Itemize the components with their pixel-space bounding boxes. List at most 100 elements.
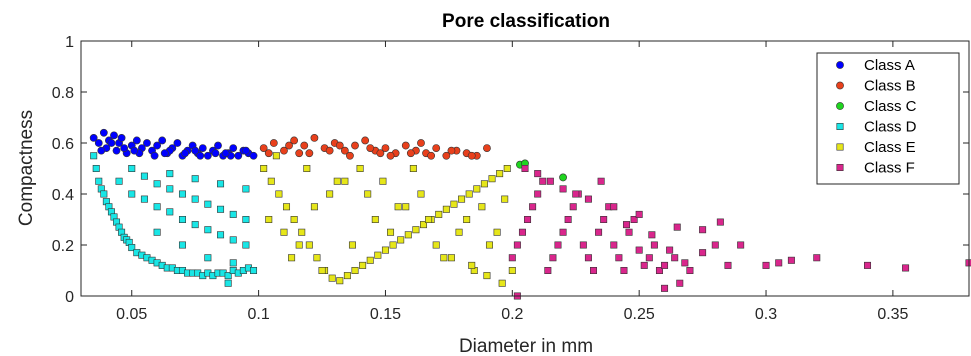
data-point-class-a	[191, 146, 200, 155]
data-point-class-b	[366, 144, 375, 152]
data-point-class-f	[699, 249, 707, 257]
x-tick-label: 0.1	[247, 306, 269, 323]
data-point-class-f	[716, 218, 724, 226]
chart-title: Pore classification	[442, 11, 610, 32]
data-point-class-d	[140, 172, 148, 180]
data-point-class-b	[432, 144, 441, 152]
data-point-class-e	[508, 266, 516, 274]
data-point-class-e	[305, 241, 313, 249]
data-point-class-e	[364, 190, 372, 198]
data-point-class-f	[630, 216, 638, 224]
data-point-class-e	[425, 216, 433, 224]
legend: Class A Class B Class C Class D Class E Class…	[816, 52, 960, 185]
data-point-class-f	[546, 177, 554, 185]
data-point-class-e	[283, 203, 291, 211]
data-point-class-f	[534, 190, 542, 198]
data-point-class-d	[115, 177, 123, 185]
x-tick-label: 0.05	[116, 306, 147, 323]
data-point-class-e	[328, 274, 336, 282]
data-point-class-b	[381, 144, 390, 152]
data-point-class-d	[178, 241, 186, 249]
x-tick-label: 0.35	[877, 306, 908, 323]
data-point-class-e	[280, 228, 288, 236]
plot-area-frame	[80, 40, 970, 297]
data-point-class-f	[600, 216, 608, 224]
data-point-class-f	[625, 228, 633, 236]
data-point-class-e	[420, 221, 428, 229]
x-axis-label: Diameter in mm	[459, 336, 593, 356]
data-point-class-f	[579, 241, 587, 249]
data-point-class-a	[198, 144, 207, 152]
data-point-class-e	[387, 228, 395, 236]
data-point-class-a	[229, 144, 238, 152]
data-point-class-f	[559, 185, 567, 193]
data-point-class-d	[128, 190, 136, 198]
data-point-class-e	[359, 261, 367, 269]
data-point-class-d	[166, 185, 174, 193]
data-point-class-f	[965, 259, 971, 267]
data-point-class-b	[406, 149, 415, 158]
data-point-class-e	[313, 254, 321, 262]
data-point-class-a	[249, 151, 258, 160]
data-point-class-e	[394, 203, 402, 211]
data-point-class-f	[597, 177, 605, 185]
data-point-class-a	[242, 146, 250, 155]
data-point-class-e	[478, 203, 486, 211]
data-point-class-e	[341, 177, 349, 185]
x-axis-ticks: 0.05 0.1 0.15 0.2 0.25 0.3 0.35	[116, 41, 909, 323]
data-point-class-f	[661, 284, 669, 292]
data-point-class-e	[412, 226, 420, 234]
data-point-class-f	[648, 231, 656, 239]
data-point-class-d	[217, 231, 225, 239]
data-point-class-e	[432, 241, 440, 249]
legend-marker-class-e	[836, 143, 844, 151]
series-class-a	[89, 128, 258, 160]
data-point-class-f	[676, 279, 684, 287]
data-point-class-a	[160, 149, 169, 158]
x-tick-label: 0.15	[370, 306, 401, 323]
data-point-class-e	[379, 177, 387, 185]
data-point-class-e	[288, 254, 296, 262]
data-point-class-e	[371, 216, 379, 224]
data-point-class-e	[381, 246, 389, 254]
data-point-class-b	[280, 146, 288, 155]
data-point-class-f	[699, 226, 707, 234]
data-point-class-f	[686, 266, 694, 274]
data-point-class-d	[204, 200, 212, 208]
data-point-class-a	[181, 149, 189, 158]
data-point-class-e	[458, 195, 466, 203]
data-point-class-d	[128, 165, 136, 173]
data-point-class-e	[348, 241, 356, 249]
data-point-class-d	[242, 216, 250, 224]
data-point-class-f	[534, 170, 542, 178]
series-class-f	[508, 165, 971, 300]
data-point-class-d	[128, 244, 136, 252]
series-class-d	[90, 152, 258, 287]
data-point-class-e	[310, 203, 318, 211]
data-point-class-d	[100, 190, 108, 198]
data-point-class-e	[333, 177, 341, 185]
data-point-class-b	[427, 151, 436, 160]
data-point-class-b	[361, 136, 370, 145]
data-point-class-d	[90, 152, 98, 160]
data-point-class-e	[417, 190, 425, 198]
data-point-class-e	[295, 241, 303, 249]
data-point-class-b	[442, 151, 451, 160]
data-point-class-b	[346, 151, 354, 160]
data-point-class-e	[442, 205, 450, 213]
data-point-class-e	[326, 190, 334, 198]
data-point-class-e	[483, 272, 491, 280]
y-axis-ticks: 0 0.2 0.4 0.6 0.8 1	[52, 34, 969, 306]
data-point-class-f	[513, 241, 521, 249]
data-point-class-b	[401, 141, 410, 150]
legend-box	[816, 52, 960, 185]
data-point-class-e	[501, 195, 509, 203]
data-point-class-d	[204, 254, 212, 262]
data-point-class-f	[635, 246, 643, 254]
data-point-class-f	[661, 261, 669, 269]
data-point-class-b	[351, 141, 359, 150]
data-point-class-a	[150, 151, 159, 160]
data-point-class-a	[112, 146, 121, 155]
data-point-class-f	[518, 228, 526, 236]
data-point-class-d	[153, 180, 161, 188]
